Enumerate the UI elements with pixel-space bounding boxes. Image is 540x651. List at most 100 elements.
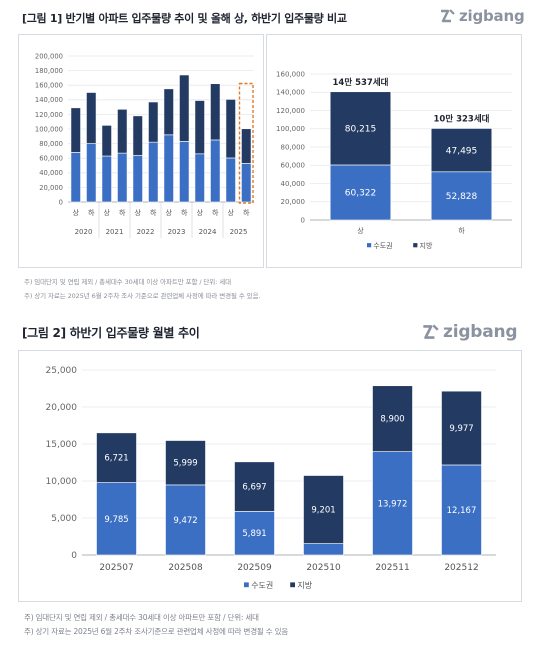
y-tick-label: 20,000 — [281, 198, 306, 206]
x-tick-label: 상 — [135, 208, 142, 217]
bar-local — [86, 92, 97, 144]
bar-capital — [86, 143, 97, 203]
bar-capital — [303, 543, 344, 556]
bar-local — [225, 99, 236, 159]
x-tick-label: 202509 — [237, 563, 272, 573]
figure1-logo-text: zigbang — [459, 7, 525, 25]
bar-capital — [165, 484, 206, 556]
data-label: 13,972 — [378, 499, 408, 509]
bar-capital — [117, 152, 128, 203]
data-label: 6,697 — [242, 483, 266, 493]
x-tick-label: 상 — [357, 226, 364, 235]
legend-label: 수도권 — [251, 580, 273, 590]
data-label: 9,472 — [173, 516, 197, 526]
bar-local — [148, 101, 159, 143]
x-tick-label: 상 — [197, 208, 204, 217]
y-tick-label: 80,000 — [39, 140, 63, 148]
bar-capital — [163, 134, 174, 203]
y-tick-label: 200,000 — [35, 52, 63, 60]
legend-swatch — [290, 582, 295, 588]
legend-label: 지방 — [420, 241, 433, 250]
x-tick-label: 상 — [104, 208, 111, 217]
monthly-trend-chart: 0 5,000 10,000 15,000 20,000 25,000 9,785 6,721… — [46, 366, 496, 590]
y-tick-label: 140,000 — [276, 89, 305, 97]
y-tick-label: 160,000 — [276, 70, 305, 78]
year-label: 2022 — [137, 228, 155, 236]
y-tick-label: 60,000 — [39, 155, 63, 163]
zigbang-logo-icon — [441, 9, 455, 23]
x-tick-label: 202507 — [99, 563, 133, 573]
x-tick-label: 하 — [119, 208, 126, 217]
year-label: 2024 — [199, 228, 217, 236]
bar-capital — [132, 154, 143, 203]
bar-local — [165, 440, 206, 486]
figure1-logo: zigbang — [438, 7, 525, 25]
x-tick-label: 202510 — [306, 563, 341, 573]
legend-label: 지방 — [297, 580, 312, 590]
y-tick-label: 20,000 — [46, 403, 78, 413]
bar-capital — [96, 482, 137, 556]
y-tick-label: 0 — [301, 216, 305, 224]
y-tick-label: 15,000 — [46, 440, 78, 450]
x-tick-label: 하 — [243, 208, 250, 217]
legend-label: 수도권 — [373, 242, 392, 250]
bar-local — [303, 475, 344, 544]
x-tick-label: 하 — [88, 208, 95, 217]
bar-local — [96, 432, 137, 483]
y-tick-label: 80,000 — [281, 143, 306, 151]
bar-capital — [372, 451, 413, 556]
x-tick-label: 하 — [181, 208, 188, 217]
y-tick-label: 120,000 — [276, 107, 305, 115]
bar-local — [101, 125, 112, 157]
bar-local — [132, 115, 143, 156]
y-tick-label: 0 — [71, 551, 77, 561]
x-tick-label: 상 — [73, 208, 80, 217]
y-tick-label: 120,000 — [35, 111, 63, 119]
data-label: 6,721 — [104, 454, 128, 464]
data-label: 9,201 — [311, 506, 335, 516]
x-tick-label: 하 — [150, 208, 157, 217]
bar-capital — [329, 164, 392, 221]
total-label: 14만 537세대 — [333, 77, 389, 88]
year-label: 2020 — [75, 228, 93, 236]
data-label: 52,828 — [446, 192, 478, 202]
data-label: 5,891 — [242, 529, 266, 539]
y-tick-label: 140,000 — [35, 96, 63, 104]
legend-swatch — [413, 243, 418, 248]
data-label: 5,999 — [173, 459, 197, 469]
figure2-note-2: 주) 상기 자료는 2025년 6월 2주차 조사기준으로 관련업체 사정에 따… — [24, 627, 289, 636]
total-label: 10만 323세대 — [434, 113, 490, 124]
y-tick-label: 100,000 — [276, 125, 305, 133]
y-tick-label: 100,000 — [35, 125, 63, 133]
figure1-note-1: 주) 임대단지 및 연립 제외 / 총세대수 30세대 이상 아파트만 포함 /… — [24, 278, 231, 286]
y-tick-label: 40,000 — [281, 180, 306, 188]
year-label: 2023 — [168, 228, 186, 236]
year-label: 2025 — [230, 228, 248, 236]
bar-local — [194, 100, 205, 155]
y-tick-label: 160,000 — [35, 82, 63, 90]
x-tick-label: 202511 — [375, 563, 409, 573]
bar-capital — [234, 511, 275, 556]
bar-local — [210, 83, 221, 141]
bar-local — [234, 461, 275, 512]
data-label: 12,167 — [447, 506, 477, 516]
y-tick-label: 40,000 — [39, 169, 63, 177]
bar-capital — [430, 171, 493, 221]
y-tick-label: 0 — [59, 198, 63, 206]
data-label: 8,900 — [380, 415, 404, 425]
bar-local — [70, 107, 81, 153]
x-tick-label: 상 — [166, 208, 173, 217]
data-label: 9,977 — [449, 424, 473, 434]
figure2-logo: zigbang — [420, 322, 518, 342]
figure2-title: [그림 2] 하반기 입주물량 월별 추이 — [22, 326, 200, 340]
bar-capital — [241, 163, 252, 203]
bar-capital — [101, 155, 112, 203]
x-tick-label: 하 — [212, 208, 219, 217]
bar-local — [179, 74, 190, 142]
bar-capital — [179, 141, 190, 203]
bar-capital — [441, 464, 482, 556]
y-tick-label: 180,000 — [35, 67, 63, 75]
legend-swatch — [367, 243, 372, 248]
data-label: 9,785 — [104, 515, 128, 525]
bar-local — [163, 88, 174, 136]
